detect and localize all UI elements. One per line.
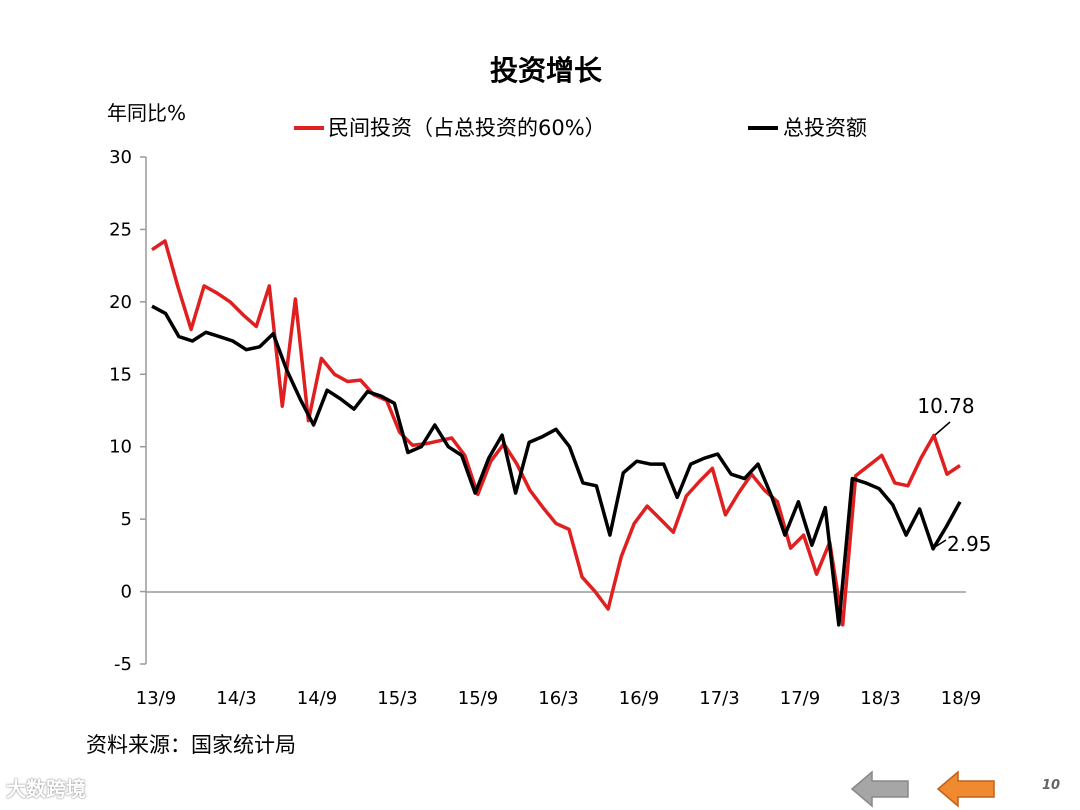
x-tick-group: 13/9 14/3 14/9 15/3 15/9 16/3 16/9 17/3 17/9 18/3… — [136, 688, 981, 709]
x-tick-label: 18/3 — [860, 688, 900, 709]
y-tick-label: 0 — [121, 582, 132, 603]
x-tick-label: 17/9 — [780, 688, 820, 709]
annotation-leader-total — [934, 539, 947, 548]
x-tick-label: 16/9 — [619, 688, 659, 709]
y-tick-label: 25 — [109, 219, 132, 240]
x-tick-label: 18/9 — [941, 688, 981, 709]
y-tick-label: 10 — [109, 437, 132, 458]
left-arrow-icon — [936, 770, 995, 808]
x-tick-label: 16/3 — [538, 688, 578, 709]
series-line-private-investment — [151, 239, 961, 627]
annotation-total-value: 2.95 — [947, 532, 992, 556]
series-group — [151, 239, 962, 627]
annotation-private-value: 10.78 — [917, 394, 974, 418]
x-tick-label: 14/3 — [216, 688, 256, 709]
x-tick-label: 15/9 — [458, 688, 498, 709]
x-tick-label: 15/3 — [377, 688, 417, 709]
y-tick-group: 30 25 20 15 10 5 0 -5 — [109, 147, 146, 675]
watermark: 大数跨境 — [6, 777, 86, 801]
left-arrow-icon — [850, 770, 909, 808]
chart-title: 投资增长 — [490, 54, 602, 87]
y-tick-label: -5 — [114, 654, 132, 675]
legend-label-total: 总投资额 — [783, 116, 867, 140]
y-tick-label: 15 — [109, 364, 132, 385]
source-note: 资料来源：国家统计局 — [86, 733, 296, 757]
y-axis-label: 年同比% — [107, 101, 186, 125]
y-tick-label: 5 — [121, 509, 132, 530]
series-line-total-investment — [151, 304, 962, 627]
y-tick-label: 30 — [109, 147, 132, 168]
x-tick-label: 14/9 — [297, 688, 337, 709]
annotation-leader-private — [934, 421, 951, 436]
legend: 民间投资（占总投资的60%） 总投资额 — [294, 116, 867, 140]
legend-label-private: 民间投资（占总投资的60%） — [328, 116, 606, 140]
page-number: 10 — [1042, 778, 1061, 793]
annotations: 10.78 2.95 — [917, 394, 991, 556]
x-tick-label: 13/9 — [136, 688, 176, 709]
next-slide-button[interactable] — [936, 770, 998, 808]
y-tick-label: 20 — [109, 292, 132, 313]
prev-slide-button[interactable] — [850, 770, 912, 808]
x-tick-label: 17/3 — [699, 688, 739, 709]
